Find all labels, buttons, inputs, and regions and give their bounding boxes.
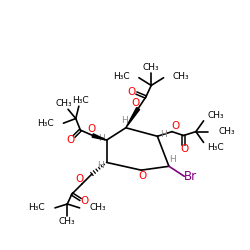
Text: H₃C: H₃C xyxy=(28,203,45,212)
Text: O: O xyxy=(139,171,147,181)
Text: O: O xyxy=(76,174,84,184)
Text: H: H xyxy=(170,155,176,164)
Polygon shape xyxy=(126,108,140,128)
Text: O: O xyxy=(180,144,188,154)
Text: H: H xyxy=(98,134,104,143)
Polygon shape xyxy=(92,134,106,140)
Text: H₃C: H₃C xyxy=(72,96,89,105)
Text: CH₃: CH₃ xyxy=(218,127,235,136)
Text: O: O xyxy=(131,98,139,108)
Text: O: O xyxy=(87,124,95,134)
Text: H₃C: H₃C xyxy=(208,143,224,152)
Text: CH₃: CH₃ xyxy=(56,100,72,108)
Text: Br: Br xyxy=(184,170,197,183)
Text: O: O xyxy=(128,87,136,97)
Text: CH₃: CH₃ xyxy=(173,72,190,81)
Text: O: O xyxy=(171,121,179,131)
Text: CH₃: CH₃ xyxy=(59,217,76,226)
Text: H: H xyxy=(121,116,128,125)
Text: CH₃: CH₃ xyxy=(208,111,224,120)
Text: O: O xyxy=(80,196,88,206)
Text: O: O xyxy=(66,135,74,145)
Text: CH₃: CH₃ xyxy=(90,203,106,212)
Text: H₃C: H₃C xyxy=(113,72,130,81)
Text: H: H xyxy=(160,130,167,139)
Text: H: H xyxy=(97,161,104,170)
Text: H₃C: H₃C xyxy=(37,119,54,128)
Text: CH₃: CH₃ xyxy=(143,63,160,72)
